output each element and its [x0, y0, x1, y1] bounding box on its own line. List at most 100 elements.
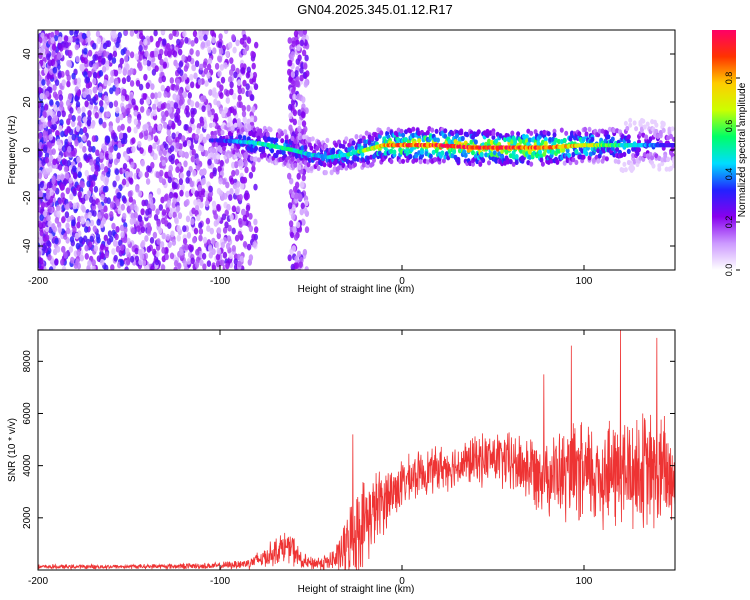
spectrogram-cell — [487, 160, 491, 166]
spectrogram-cell — [42, 146, 48, 154]
spectrogram-cell — [290, 71, 296, 78]
spectrogram-cell — [206, 63, 212, 71]
spectrogram-cell — [73, 262, 79, 269]
spectrogram-cell — [248, 72, 254, 79]
spectrogram-cell — [231, 245, 236, 252]
spectrogram-cell — [191, 64, 196, 72]
spectrogram-cell — [177, 212, 183, 220]
spectrogram-cell — [196, 127, 201, 135]
spectrogram-cell — [222, 226, 228, 234]
spectrogram-cell — [54, 79, 60, 86]
spectrogram-cell — [52, 104, 58, 111]
spectrogram-cell — [216, 154, 221, 160]
spectrogram-cell — [295, 221, 301, 229]
spectrogram-cell — [111, 57, 117, 64]
spectrogram-cell — [418, 159, 423, 165]
spectrogram-cell — [120, 231, 125, 239]
spectrogram-cell — [113, 69, 119, 77]
snr-x-label: Height of straight line (km) — [298, 584, 415, 595]
spectrogram-cell — [58, 197, 63, 205]
spectrogram-cell — [216, 227, 222, 234]
spectrogram-cell — [644, 134, 649, 140]
spectrogram-cell — [219, 92, 224, 99]
spectrogram-cell — [242, 241, 248, 248]
spectrogram-cell — [125, 248, 130, 255]
spectrogram-cell — [293, 162, 298, 168]
spectrogram-cell — [203, 67, 209, 75]
spectrogram-cell — [56, 53, 62, 60]
spectrogram-cell — [428, 153, 433, 159]
spectrogram-cell — [71, 149, 76, 157]
spectrogram-cell — [290, 263, 295, 270]
spectrogram-cell — [232, 46, 237, 54]
spectrogram-cell — [667, 127, 672, 133]
spectrogram-cell — [159, 144, 165, 152]
spectrogram-cell — [172, 93, 177, 101]
spectrogram-cell — [549, 158, 554, 164]
spectrogram-cell — [215, 253, 221, 261]
spectrogram-cell — [141, 199, 146, 207]
spectrogram-cell — [292, 226, 297, 234]
spectrogram-cell — [606, 134, 611, 140]
spectrogram-cell — [143, 73, 148, 81]
spectrogram-cell — [251, 62, 256, 70]
spectrogram-cell — [114, 168, 120, 176]
spectrogram-cell — [57, 164, 63, 171]
spectrogram-cell — [240, 67, 245, 74]
spectrogram-cell — [516, 131, 521, 137]
spectrogram-cell — [305, 70, 310, 77]
spectrogram-cell — [142, 58, 148, 66]
spectrogram-cell — [206, 39, 211, 47]
spectrogram-cell — [55, 204, 61, 212]
spectrogram-cell — [291, 204, 296, 212]
spectrogram-cell — [144, 235, 149, 242]
spectrogram-cell — [138, 215, 143, 223]
spectrogram-cell — [185, 199, 190, 206]
spectrogram-cell — [52, 66, 58, 74]
spectrogram-cell — [373, 132, 378, 138]
spectrogram-cell — [138, 171, 143, 178]
spectrogram-cell — [212, 47, 217, 55]
spectrogram-cell — [229, 88, 234, 96]
snr-y-tick-label: 4000 — [22, 454, 33, 477]
spectrogram-cell — [53, 34, 59, 42]
spectrogram-cell — [115, 226, 120, 233]
spectrogram-cell — [122, 163, 128, 170]
spectrogram-cell — [54, 30, 59, 36]
spectrogram-cell — [50, 31, 55, 39]
spectrogram-cell — [52, 123, 57, 131]
spectrogram-cell — [173, 260, 179, 267]
colorbar-tick-label: 0.6 — [724, 120, 734, 133]
spectrogram-cell — [38, 150, 43, 158]
spectrogram-cell — [63, 159, 68, 167]
spectrogram-cell — [93, 185, 99, 193]
spectrogram-cell — [119, 224, 125, 232]
spectrogram-cell — [42, 110, 47, 118]
spectrogram-cell — [215, 260, 221, 268]
spectrogram-cell — [58, 36, 63, 44]
spectrogram-cell — [155, 208, 160, 216]
spectrogram-cell — [185, 110, 190, 118]
spectrogram-cell — [238, 217, 243, 225]
spectrogram-cell — [143, 38, 148, 46]
spectrogram-cell — [200, 145, 205, 153]
spectrogram-cell — [304, 266, 309, 270]
spectrogram-cell — [95, 149, 100, 157]
snr-y-tick-label: 8000 — [22, 350, 33, 373]
spectrogram-cell — [581, 136, 586, 142]
spectrogram-cell — [97, 202, 102, 209]
spectrogram-cell — [344, 136, 349, 142]
spectrogram-cell — [242, 48, 247, 56]
spectrogram-cell — [182, 238, 188, 245]
spectrogram-cell — [195, 101, 200, 108]
spectrogram-cell — [119, 244, 125, 252]
spectrogram-cell — [38, 132, 43, 140]
spectrogram-cell — [150, 83, 155, 90]
spectrogram-cell — [106, 111, 111, 118]
spectrogram-cell — [38, 250, 41, 258]
spectrogram-cell — [443, 128, 448, 134]
spectrogram-cell — [297, 125, 302, 133]
spectrogram-cell — [623, 167, 628, 173]
spectrogram-cell — [198, 33, 204, 41]
spectrogram-cell — [109, 146, 114, 153]
